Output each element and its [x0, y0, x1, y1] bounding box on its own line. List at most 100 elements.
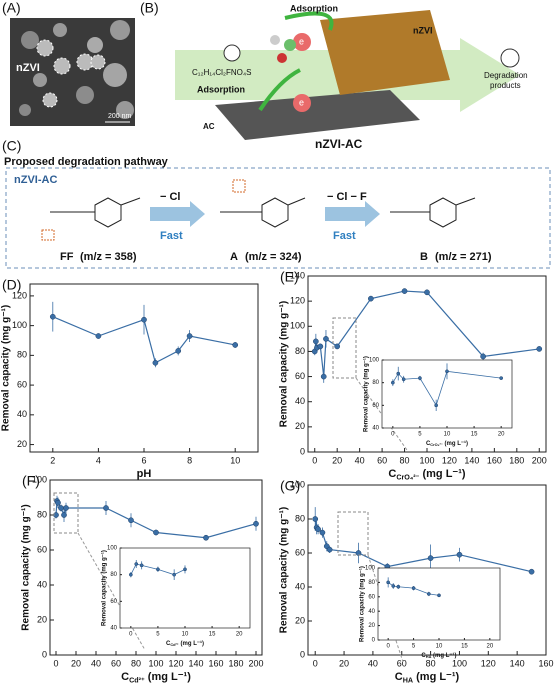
y-axis-label: Removal capacity (mg g⁻¹) — [279, 301, 290, 427]
x-tick-label: 120 — [168, 658, 183, 668]
data-point — [53, 512, 59, 518]
x-tick-label: 6 — [141, 455, 146, 465]
x-tick-label: 80 — [131, 658, 141, 668]
y-axis-label: Removal capacity (mg g⁻¹) — [101, 550, 108, 626]
panel-label: (C) — [2, 138, 21, 154]
axis-symbol: C — [166, 641, 171, 647]
y-tick-label: 40 — [295, 581, 305, 591]
axis-symbol: C — [421, 653, 426, 659]
x-tick-label: 60 — [377, 455, 387, 465]
x-tick-label: 80 — [426, 658, 436, 668]
y-tick-label: 60 — [372, 403, 379, 409]
data-point — [95, 333, 102, 339]
x-tick-label: 40 — [368, 658, 378, 668]
x-tick-label: 200 — [532, 455, 547, 465]
x-tick-label: 160 — [208, 658, 223, 668]
step-rate: Fast — [333, 230, 356, 242]
axis-unit: (mg L⁻¹) — [443, 440, 468, 447]
y-tick-label: 40 — [368, 609, 375, 615]
x-tick-label: 200 — [248, 658, 263, 668]
data-point — [317, 343, 324, 350]
y-tick-label: 100 — [290, 479, 305, 489]
data-point — [175, 348, 182, 354]
data-point — [418, 376, 422, 380]
data-point — [203, 534, 209, 541]
compound-mz: (m/z = 324) — [245, 251, 302, 263]
axis-subscript: Cd²⁺ — [129, 676, 145, 684]
label: C₁₂H₁₄Cl₂FNO₄S — [192, 68, 251, 77]
panel-label: (G) — [280, 478, 300, 494]
data-point — [186, 333, 193, 339]
x-tick-label: 120 — [481, 658, 496, 668]
panel-label: (A) — [2, 0, 21, 16]
x-tick-label: 40 — [91, 658, 101, 668]
y-tick-label: 100 — [107, 546, 118, 552]
data-point — [386, 580, 391, 585]
y-tick-label: 40 — [110, 626, 117, 632]
axis-symbol: C — [121, 671, 129, 683]
y-tick-label: 20 — [295, 615, 305, 625]
y-tick-label: 0 — [300, 446, 305, 456]
sem-image — [10, 18, 135, 126]
axis-unit: (mg L⁻¹) — [179, 640, 204, 647]
data-point — [391, 584, 396, 588]
step-loss: − Cl − F — [327, 191, 367, 203]
data-point — [183, 567, 187, 572]
y-tick-label: 60 — [295, 547, 305, 557]
data-point — [55, 499, 61, 506]
data-point — [326, 546, 333, 553]
x-tick-label: 0 — [391, 432, 395, 438]
axis-symbol: C — [395, 671, 403, 683]
data-point — [445, 369, 449, 374]
catalyst-label: nZVI-AC — [14, 174, 57, 186]
series-line — [130, 563, 186, 576]
y-tick-label: 120 — [290, 296, 305, 306]
x-tick-label: 15 — [461, 644, 468, 650]
y-axis-label: Removal capacity (mg g⁻¹) — [279, 507, 290, 633]
x-tick-label: 5 — [418, 432, 422, 438]
x-axis-label: CCd²⁺ (mg L⁻¹) — [166, 640, 204, 647]
plot-frame — [119, 547, 251, 629]
label: Degradation — [484, 71, 528, 80]
axis-subscript: CrO₄²⁻ — [396, 473, 419, 481]
x-tick-label: 20 — [332, 455, 342, 465]
data-point — [528, 568, 535, 575]
data-point — [232, 342, 239, 348]
pathway-art — [5, 167, 551, 269]
x-tick-label: 20 — [498, 432, 505, 438]
x-tick-label: 20 — [486, 644, 493, 650]
data-point — [396, 371, 401, 376]
x-tick-label: 60 — [397, 658, 407, 668]
data-point — [355, 550, 362, 556]
label: AC — [203, 122, 215, 131]
data-point — [401, 288, 408, 294]
x-tick-label: 0 — [313, 658, 318, 668]
y-tick-label: 40 — [295, 396, 305, 406]
x-tick-label: 0 — [129, 632, 133, 638]
x-tick-label: 10 — [182, 632, 189, 638]
sem-label: nZVI — [16, 62, 40, 74]
axis-symbol: C — [388, 468, 396, 480]
axis-unit: (mg L⁻¹) — [419, 468, 465, 480]
x-tick-label: 140 — [188, 658, 203, 668]
data-point — [156, 567, 160, 572]
x-tick-label: 0 — [386, 644, 390, 650]
data-point — [319, 529, 326, 536]
x-tick-label: 160 — [487, 455, 502, 465]
y-tick-label: 60 — [17, 379, 27, 389]
x-tick-label: 4 — [96, 455, 101, 465]
x-tick-label: 5 — [156, 632, 160, 638]
y-tick-label: 120 — [12, 290, 27, 300]
y-tick-label: 80 — [295, 346, 305, 356]
data-point — [312, 516, 319, 522]
x-tick-label: 15 — [209, 632, 216, 638]
x-axis-label: CHA (mg L⁻¹) — [395, 671, 460, 684]
y-axis-label: Removal capacity (mg g⁻¹) — [363, 356, 370, 432]
x-tick-label: 10 — [436, 644, 443, 650]
x-tick-label: 15 — [471, 432, 478, 438]
data-point — [128, 572, 133, 577]
data-point — [134, 562, 139, 566]
y-tick-label: 20 — [37, 614, 47, 624]
y-tick-label: 100 — [290, 321, 305, 331]
